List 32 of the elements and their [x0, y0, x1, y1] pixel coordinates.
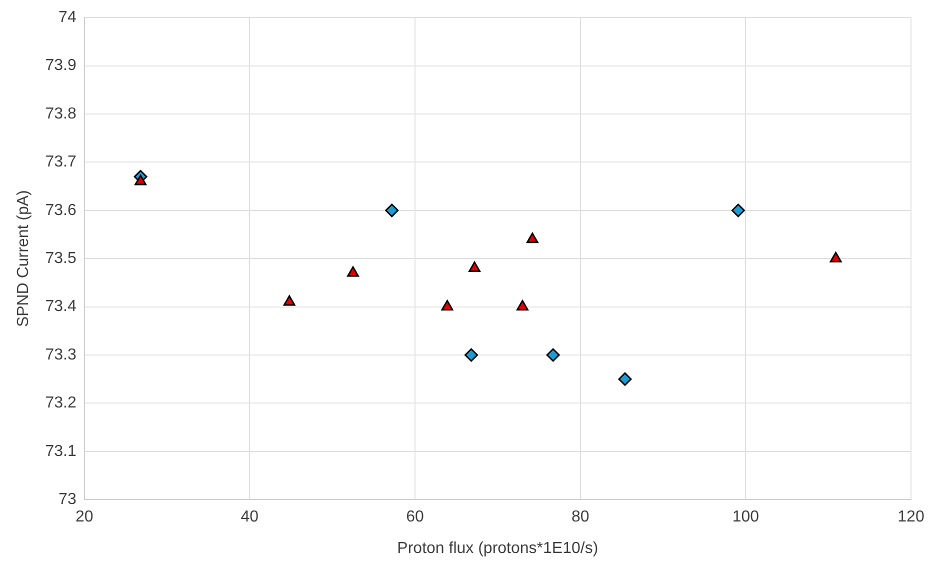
point: [464, 348, 478, 362]
point: [546, 348, 560, 362]
x-tick-label: 120: [898, 508, 924, 526]
y-tick-label: 73.6: [45, 202, 76, 219]
x-axis-title: Proton flux (protons*1E10/s): [397, 540, 598, 557]
y-tick-label: 73.1: [45, 442, 76, 460]
point: [526, 232, 538, 244]
x-tick-label: 40: [240, 508, 259, 526]
y-tick-label: 73.5: [45, 250, 76, 268]
y-tick-label: 73.2: [45, 394, 76, 412]
point: [468, 261, 480, 272]
point: [830, 252, 842, 262]
y-tick-label: 74: [58, 9, 76, 26]
x-tick-label: 80: [571, 508, 590, 526]
y-tick-label: 73.4: [45, 298, 76, 316]
point: [134, 174, 146, 186]
y-tick-label: 73: [58, 491, 76, 508]
y-tick-label: 73.3: [45, 346, 76, 364]
point: [385, 204, 399, 218]
x-tick-label: 100: [732, 508, 760, 526]
point: [441, 300, 454, 311]
x-tick-label: 60: [406, 508, 424, 526]
point: [618, 372, 632, 386]
y-tick-label: 73.7: [45, 154, 76, 171]
y-tick-label: 73.9: [45, 57, 76, 74]
point: [347, 266, 359, 277]
y-tick-label: 73.8: [45, 105, 76, 122]
point: [731, 204, 745, 218]
y-axis-title: SPND Current (pA): [15, 190, 32, 328]
x-tick-label: 20: [75, 508, 94, 526]
point: [516, 300, 528, 311]
point: [283, 295, 296, 306]
